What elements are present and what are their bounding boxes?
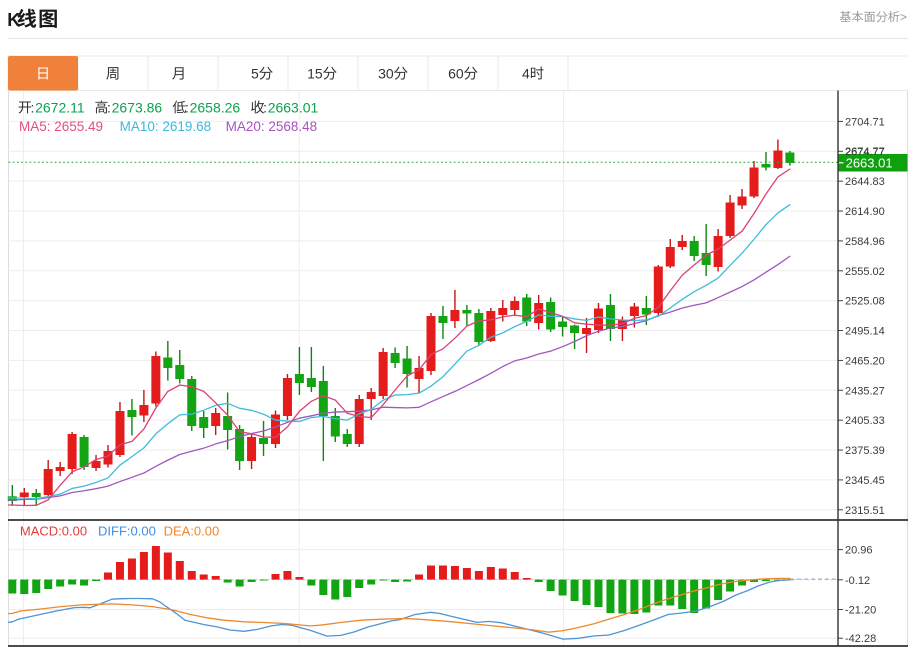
svg-text::: : xyxy=(263,99,267,115)
svg-text:2435.27: 2435.27 xyxy=(845,385,885,397)
svg-text:2672.11: 2672.11 xyxy=(35,99,85,115)
svg-text:>: > xyxy=(900,10,907,24)
svg-text:2555.02: 2555.02 xyxy=(845,266,885,278)
svg-text:-0.12: -0.12 xyxy=(845,575,870,587)
svg-text:2614.90: 2614.90 xyxy=(845,206,885,218)
svg-text:DIFF:0.00: DIFF:0.00 xyxy=(98,524,156,539)
svg-text:2495.14: 2495.14 xyxy=(845,326,885,338)
svg-text:MACD:0.00: MACD:0.00 xyxy=(20,524,87,539)
svg-text:2673.86: 2673.86 xyxy=(112,99,163,115)
svg-text:MA5: 2655.49: MA5: 2655.49 xyxy=(19,119,103,134)
svg-text:2405.33: 2405.33 xyxy=(845,415,885,427)
svg-text:-21.20: -21.20 xyxy=(845,605,876,617)
svg-text:MA20: 2568.48: MA20: 2568.48 xyxy=(226,119,318,134)
svg-text:5: 5 xyxy=(251,66,259,82)
svg-text:2663.01: 2663.01 xyxy=(846,156,893,171)
svg-text::: : xyxy=(107,99,111,115)
svg-text:60: 60 xyxy=(448,66,464,82)
svg-text:MA10: 2619.68: MA10: 2619.68 xyxy=(120,119,212,134)
svg-text::: : xyxy=(185,99,189,115)
svg-text:2525.08: 2525.08 xyxy=(845,296,885,308)
svg-text:2663.01: 2663.01 xyxy=(268,99,319,115)
svg-text:2704.71: 2704.71 xyxy=(845,116,885,128)
svg-text::: : xyxy=(31,99,35,115)
svg-text:30: 30 xyxy=(378,66,394,82)
svg-text:2375.39: 2375.39 xyxy=(845,445,885,457)
svg-text:15: 15 xyxy=(307,66,323,82)
svg-text:K: K xyxy=(7,10,20,30)
svg-text:4: 4 xyxy=(522,66,530,82)
svg-text:2345.45: 2345.45 xyxy=(845,475,885,487)
svg-text:2658.26: 2658.26 xyxy=(190,99,241,115)
svg-text:2465.20: 2465.20 xyxy=(845,355,885,367)
svg-text:20.96: 20.96 xyxy=(845,545,873,557)
svg-text:-42.28: -42.28 xyxy=(845,633,876,645)
svg-text:2674.77: 2674.77 xyxy=(845,146,885,158)
svg-text:2584.96: 2584.96 xyxy=(845,236,885,248)
svg-text:DEA:0.00: DEA:0.00 xyxy=(164,524,220,539)
svg-text:2644.83: 2644.83 xyxy=(845,176,885,188)
svg-text:2315.51: 2315.51 xyxy=(845,505,885,517)
